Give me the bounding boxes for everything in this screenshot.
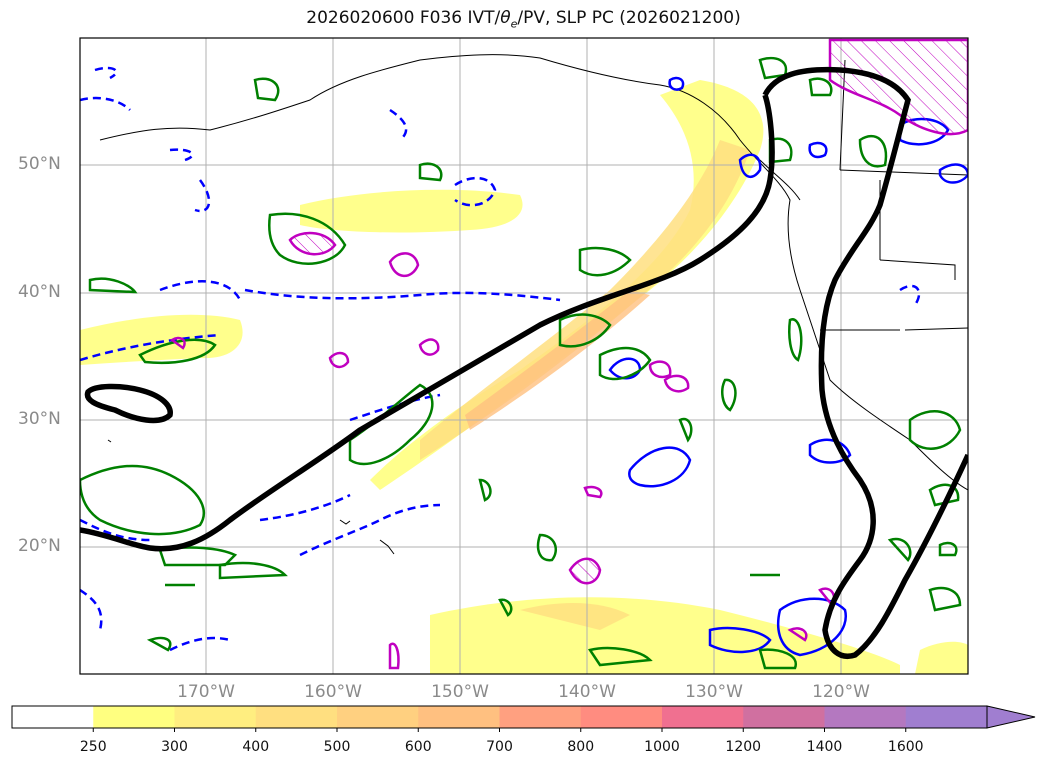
colorbar-tick-label: 250	[79, 739, 107, 755]
colorbar-tick-label: 500	[323, 739, 351, 755]
colorbar-tick-label: 300	[161, 739, 188, 755]
lon-label-160w: 160°W	[304, 682, 362, 702]
lon-label-140w: 140°W	[558, 682, 616, 702]
lon-label-130w: 130°W	[685, 682, 743, 702]
colorbar-tick-label: 1000	[644, 739, 680, 755]
colorbar-tick-label: 700	[486, 739, 513, 755]
lat-label-50n: 50°N	[18, 154, 61, 174]
lon-label-170w: 170°W	[177, 682, 235, 702]
map-frame	[79, 37, 969, 675]
slp-pc-contours	[80, 66, 968, 659]
lon-label-150w: 150°W	[431, 682, 489, 702]
colorbar-tick-label: 1600	[887, 739, 924, 755]
map-title: 2026020600 F036 IVT/θe/PV, SLP PC (20260…	[306, 8, 741, 31]
colorbar-tick-label: 400	[242, 739, 270, 755]
ivt-shading	[80, 80, 968, 674]
colorbar-tick-label: 800	[567, 739, 595, 755]
lat-label-30n: 30°N	[18, 409, 61, 429]
lon-label-120w: 120°W	[812, 682, 870, 702]
colorbar-tick-label: 1200	[725, 739, 762, 755]
lat-label-20n: 20°N	[18, 536, 61, 556]
colorbar-tick-label: 600	[404, 739, 432, 755]
lat-label-40n: 40°N	[18, 282, 61, 302]
colorbar-tick-label: 1400	[806, 739, 843, 755]
